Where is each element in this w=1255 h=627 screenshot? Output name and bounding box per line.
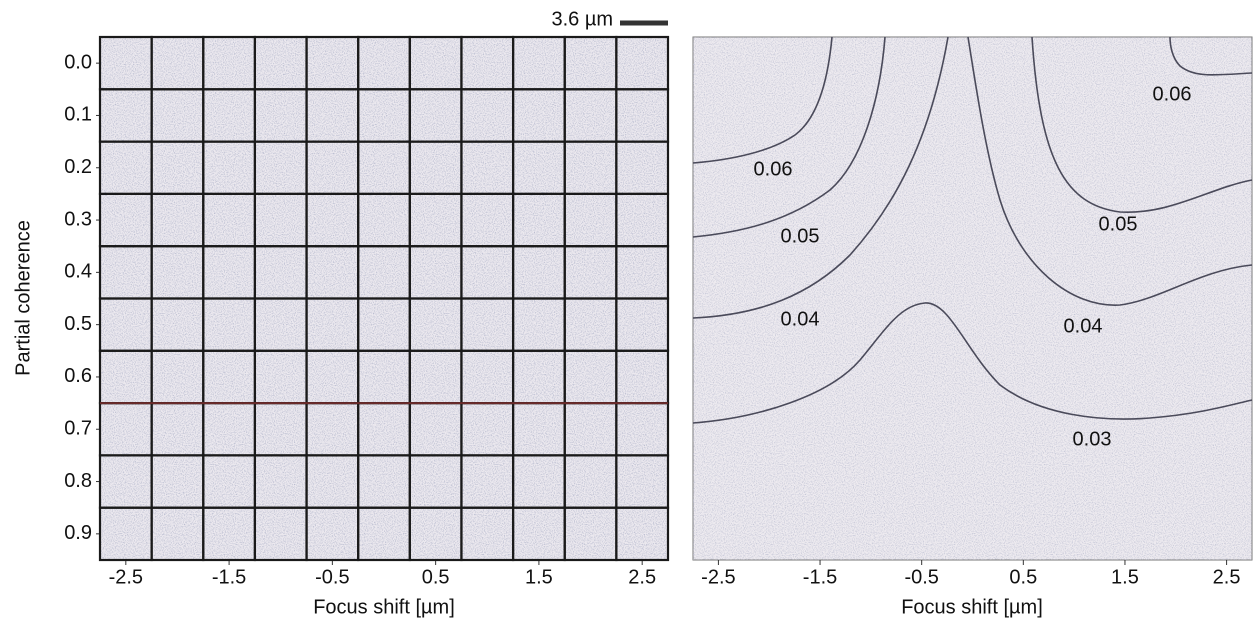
- y-tick-label: 0.2: [64, 156, 92, 178]
- contour-line: [692, 36, 886, 238]
- right-speckle: [693, 37, 1252, 560]
- contour-label: 0.06: [1153, 83, 1192, 105]
- scale-bar-label: 3.6 µm: [551, 8, 613, 30]
- x-tick-label: 2.5: [1213, 566, 1241, 588]
- contour-label: 0.04: [1064, 315, 1103, 337]
- contour-label: 0.04: [781, 308, 820, 330]
- contour-label: 0.03: [1073, 428, 1112, 450]
- speckle-image: [615, 506, 670, 562]
- y-tick-label: 0.9: [64, 522, 92, 544]
- contour-line: [692, 36, 833, 164]
- contour-label: 0.06: [754, 158, 793, 180]
- x-tick-label: 1.5: [1111, 566, 1139, 588]
- y-tick-label: 0.7: [64, 418, 92, 440]
- x-tick-label: 1.5: [525, 566, 553, 588]
- x-tick-label: -2.5: [701, 566, 735, 588]
- x-tick-label: -2.5: [109, 566, 143, 588]
- y-tick-label: 0.3: [64, 208, 92, 230]
- x-axis-label: Focus shift [µm]: [901, 596, 1043, 618]
- contour-label: 0.05: [1099, 213, 1138, 235]
- contour-line: [692, 36, 949, 319]
- contour-line: [1031, 36, 1253, 213]
- y-tick-label: 0.0: [64, 51, 92, 73]
- contour-line: [692, 302, 1253, 424]
- y-tick-label: 0.5: [64, 313, 92, 335]
- x-axis-label: Focus shift [µm]: [313, 596, 455, 618]
- y-tick-label: 0.8: [64, 470, 92, 492]
- contour-line: [1169, 36, 1253, 76]
- x-tick-label: 0.5: [422, 566, 450, 588]
- x-tick-label: 2.5: [628, 566, 656, 588]
- x-tick-label: -1.5: [803, 566, 837, 588]
- contour-line: [967, 36, 1253, 306]
- y-tick-label: 0.1: [64, 104, 92, 126]
- y-tick-label: 0.4: [64, 261, 92, 283]
- x-tick-label: -1.5: [212, 566, 246, 588]
- y-tick-label: 0.6: [64, 365, 92, 387]
- x-tick-label: 0.5: [1009, 566, 1037, 588]
- y-axis-label: Partial coherence: [12, 220, 34, 376]
- contour-label: 0.05: [781, 225, 820, 247]
- x-tick-label: -0.5: [904, 566, 938, 588]
- x-tick-label: -0.5: [315, 566, 349, 588]
